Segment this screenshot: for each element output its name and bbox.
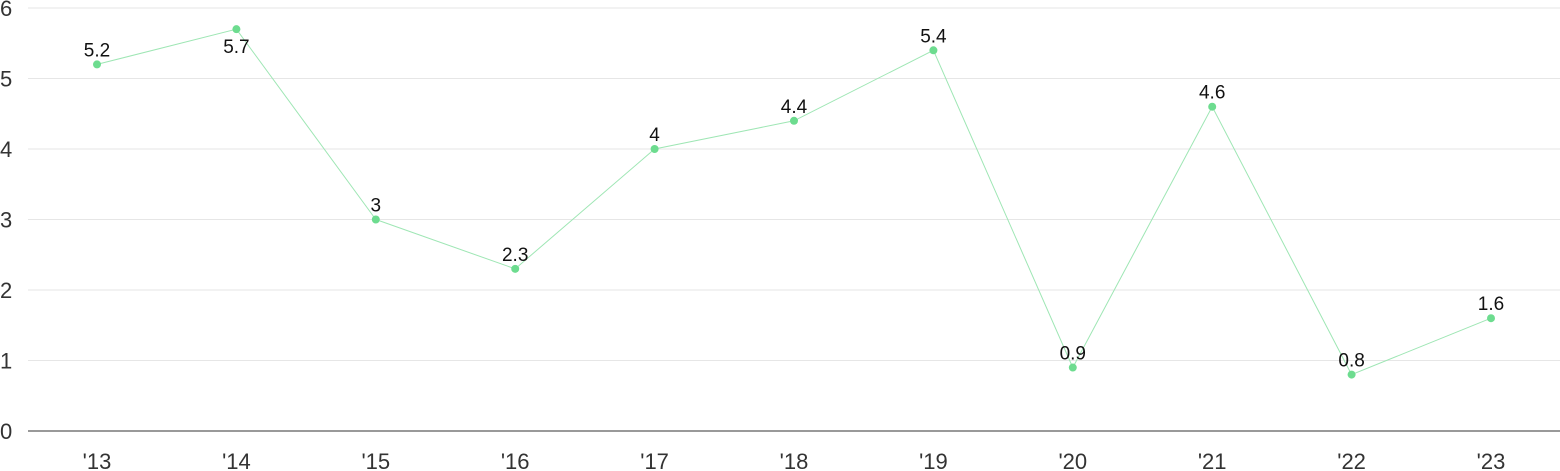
- y-tick-label: 4: [0, 137, 12, 162]
- y-tick-label: 2: [0, 278, 12, 303]
- data-label: 4: [649, 125, 660, 146]
- y-axis: 0 1 2 3 4 5 6: [0, 0, 12, 444]
- data-label: 1.6: [1478, 294, 1504, 315]
- data-label: 2.3: [502, 245, 528, 266]
- series-line: [96, 28, 1492, 376]
- x-tick-label: '22: [1337, 449, 1366, 471]
- y-tick-label: 3: [0, 208, 12, 233]
- data-label: 4.6: [1199, 83, 1225, 104]
- x-tick-label: '20: [1058, 449, 1087, 471]
- data-point: [790, 116, 798, 125]
- data-point: [371, 215, 380, 224]
- data-point: [232, 25, 241, 34]
- data-point: [511, 264, 520, 273]
- x-tick-label: '21: [1198, 449, 1227, 471]
- y-tick-label: 5: [0, 67, 12, 92]
- x-tick-label: '17: [640, 449, 669, 471]
- y-tick-label: 1: [0, 349, 12, 374]
- data-labels: 5.2 5.7 3 2.3 4 4.4 5.4 0.9 4.6 0.8 1.6: [84, 26, 1504, 371]
- data-point: [1347, 370, 1356, 379]
- data-label: 5.2: [84, 40, 110, 61]
- y-tick-label: 0: [0, 419, 12, 444]
- gridlines: [28, 7, 1560, 361]
- x-tick-label: '23: [1477, 449, 1506, 471]
- data-point: [929, 46, 938, 55]
- data-label: 5.4: [920, 26, 947, 47]
- data-point: [650, 145, 659, 153]
- data-point: [93, 60, 101, 69]
- data-label: 0.9: [1060, 344, 1086, 365]
- series-group: [93, 25, 1495, 379]
- x-tick-label: '18: [780, 449, 809, 471]
- data-point: [1208, 102, 1217, 111]
- data-point: [1487, 314, 1495, 323]
- x-tick-label: '19: [919, 449, 948, 471]
- x-tick-label: '13: [83, 449, 112, 471]
- x-tick-label: '15: [361, 449, 390, 471]
- data-label: 4.4: [781, 97, 808, 118]
- data-label: 5.7: [223, 37, 249, 58]
- data-label: 3: [371, 196, 382, 217]
- data-point: [1068, 363, 1077, 372]
- x-tick-label: '16: [501, 449, 530, 471]
- data-label: 0.8: [1338, 351, 1364, 372]
- y-tick-label: 6: [0, 0, 12, 21]
- x-axis: '13 '14 '15 '16 '17 '18 '19 '20 '21 '22 '23: [28, 430, 1560, 471]
- x-tick-label: '14: [222, 449, 251, 471]
